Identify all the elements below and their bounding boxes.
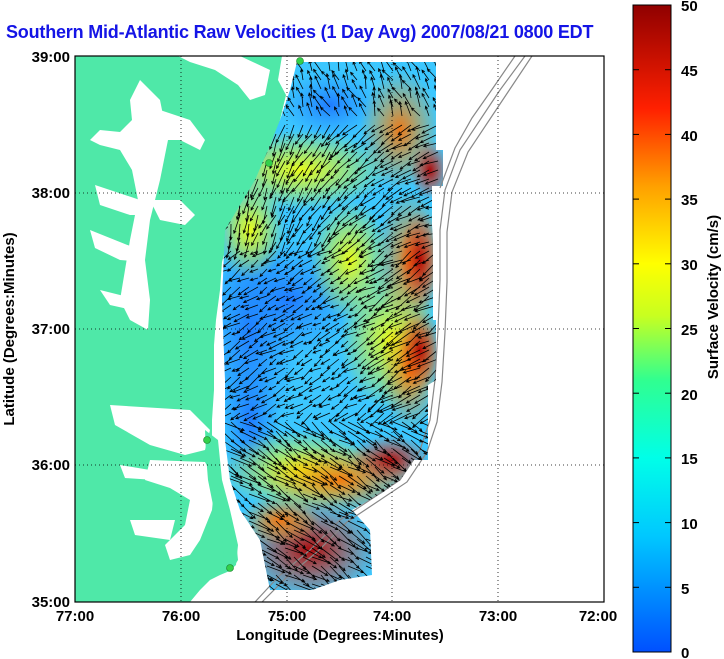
grid — [75, 56, 604, 602]
x-axis-label: Longitude (Degrees:Minutes) — [236, 627, 444, 644]
colorbar-tick: 0 — [681, 645, 689, 659]
station-marker — [203, 436, 211, 444]
station-marker — [296, 57, 304, 65]
x-tick-label: 74:00 — [373, 608, 411, 625]
colorbar-label: Surface Velocity (cm/s) — [705, 215, 722, 379]
y-tick-label: 36:00 — [32, 457, 70, 474]
y-tick-label: 37:00 — [32, 321, 70, 338]
colorbar-tick: 30 — [681, 257, 698, 274]
colorbar-tick: 50 — [681, 0, 698, 15]
colorbar-tick: 35 — [681, 192, 698, 209]
plot-frame — [74, 55, 605, 603]
y-tick-label: 39:00 — [32, 49, 70, 66]
colorbar-tick: 15 — [681, 451, 698, 468]
x-tick-label: 76:00 — [162, 608, 200, 625]
land — [75, 56, 286, 602]
y-axis: 39:00 38:00 37:00 36:00 35:00 Latitude (… — [1, 49, 70, 611]
colorbar-tick: 20 — [681, 387, 698, 404]
station-marker — [226, 564, 234, 572]
x-axis: 77:00 76:00 75:00 74:00 73:00 72:00 Long… — [56, 608, 617, 644]
colorbar-tick: 25 — [681, 322, 698, 339]
colorbar-tick: 40 — [681, 128, 698, 145]
y-axis-label: Latitude (Degrees:Minutes) — [1, 232, 18, 425]
x-tick-label: 72:00 — [579, 608, 617, 625]
colorbar-tick: 45 — [681, 63, 698, 80]
x-tick-label: 77:00 — [56, 608, 94, 625]
colorbar-tick: 10 — [681, 516, 698, 533]
colorbar: 50 45 40 35 30 25 20 15 10 5 0 Surface V… — [632, 0, 722, 659]
station-marker — [265, 159, 273, 167]
x-tick-label: 75:00 — [268, 608, 306, 625]
colorbar-tick: 5 — [681, 581, 689, 598]
radar-stations — [203, 57, 304, 572]
x-tick-label: 73:00 — [479, 608, 517, 625]
y-tick-label: 38:00 — [32, 185, 70, 202]
map-title: Southern Mid-Atlantic Raw Velocities (1 … — [6, 22, 594, 42]
y-tick-label: 35:00 — [32, 594, 70, 611]
